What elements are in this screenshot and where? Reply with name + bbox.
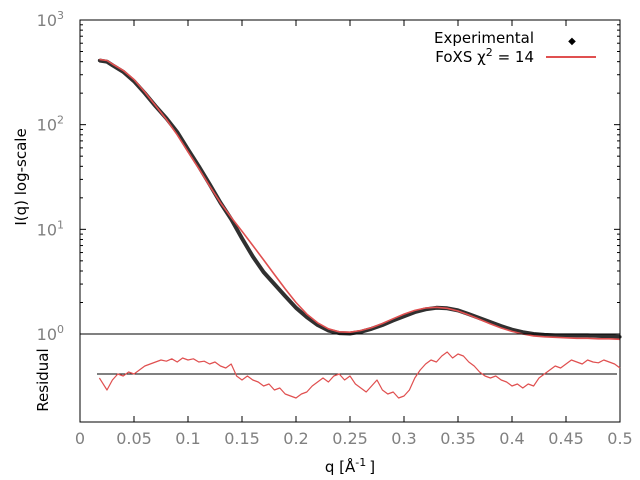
- x-tick-label: 0.05: [116, 429, 152, 448]
- legend-label-experimental: Experimental: [434, 29, 534, 47]
- y-tick-label: 103: [37, 9, 64, 30]
- experimental-point: [402, 314, 406, 318]
- x-tick-label: 0.3: [391, 429, 416, 448]
- experimental-point: [607, 334, 611, 338]
- y-tick-label: 102: [37, 114, 64, 135]
- experimental-point: [283, 294, 287, 298]
- x-axis-label-prefix: q [Å: [325, 457, 356, 476]
- x-tick-label: 0.15: [224, 429, 260, 448]
- y-tick-label-exponent: 2: [57, 114, 64, 127]
- experimental-point: [586, 333, 590, 337]
- y-tick-label-base: 10: [37, 220, 57, 239]
- experimental-point: [564, 333, 568, 337]
- experimental-point: [553, 333, 557, 337]
- x-tick-label: 0.2: [283, 429, 308, 448]
- x-tick-label: 0.35: [440, 429, 476, 448]
- residual-x-ticks: 0 0.05 0.1 0.15 0.2 0.25 0.3 0.35 0.4 0.45 0.5: [75, 20, 633, 448]
- profile-series-group: [97, 58, 622, 341]
- experimental-series-line: [99, 58, 621, 339]
- x-axis-label-suffix: ]: [369, 458, 375, 476]
- experimental-point: [262, 270, 266, 274]
- experimental-point: [240, 236, 244, 240]
- experimental-point: [316, 323, 320, 327]
- x-tick-label: 0.1: [175, 429, 200, 448]
- experimental-point: [272, 282, 276, 286]
- legend-label-foxs-sup: 2: [486, 46, 493, 59]
- x-tick-label: 0.5: [607, 429, 632, 448]
- legend-label-foxs-suffix: = 14: [493, 48, 534, 66]
- residual-line: [98, 351, 621, 399]
- experimental-point: [251, 254, 255, 259]
- legend: Experimental ◆ FoXS χ2 = 14: [434, 29, 596, 66]
- x-axis-label-sup: -1: [355, 456, 366, 469]
- y-tick-label: 100: [37, 323, 64, 344]
- experimental-point: [575, 333, 579, 337]
- residual-y-axis-label: Residual: [34, 348, 52, 411]
- legend-label-foxs-prefix: FoXS χ: [435, 48, 486, 66]
- y-tick-label-base: 10: [37, 325, 57, 344]
- x-tick-label: 0.45: [548, 429, 584, 448]
- profile-plot-frame: [79, 19, 621, 335]
- y-tick-label: 101: [37, 218, 64, 239]
- x-tick-label: 0.25: [332, 429, 368, 448]
- residual-series-group: [98, 351, 621, 399]
- foxs-fit-line: [99, 58, 621, 341]
- legend-marker-experimental: ◆: [568, 36, 576, 47]
- y-tick-label-exponent: 1: [57, 218, 64, 231]
- x-axis-label: q [Å-1]: [325, 456, 375, 476]
- y-tick-label-exponent: 3: [57, 9, 64, 22]
- x-tick-label: 0: [75, 429, 85, 448]
- experimental-point: [305, 315, 309, 319]
- x-tick-label: 0.4: [499, 429, 524, 448]
- experimental-point: [596, 334, 601, 338]
- experimental-point: [294, 306, 298, 310]
- y-tick-label-exponent: 0: [57, 323, 64, 336]
- profile-y-axis-label: I(q) log-scale: [12, 128, 30, 225]
- residual-panel: 0 0.05 0.1 0.15 0.2 0.25 0.3 0.35 0.4 0.45 0.5 Res…: [34, 20, 633, 476]
- legend-label-foxs: FoXS χ2 = 14: [435, 46, 534, 66]
- y-tick-label-base: 10: [37, 116, 57, 135]
- y-tick-label-base: 10: [37, 11, 57, 30]
